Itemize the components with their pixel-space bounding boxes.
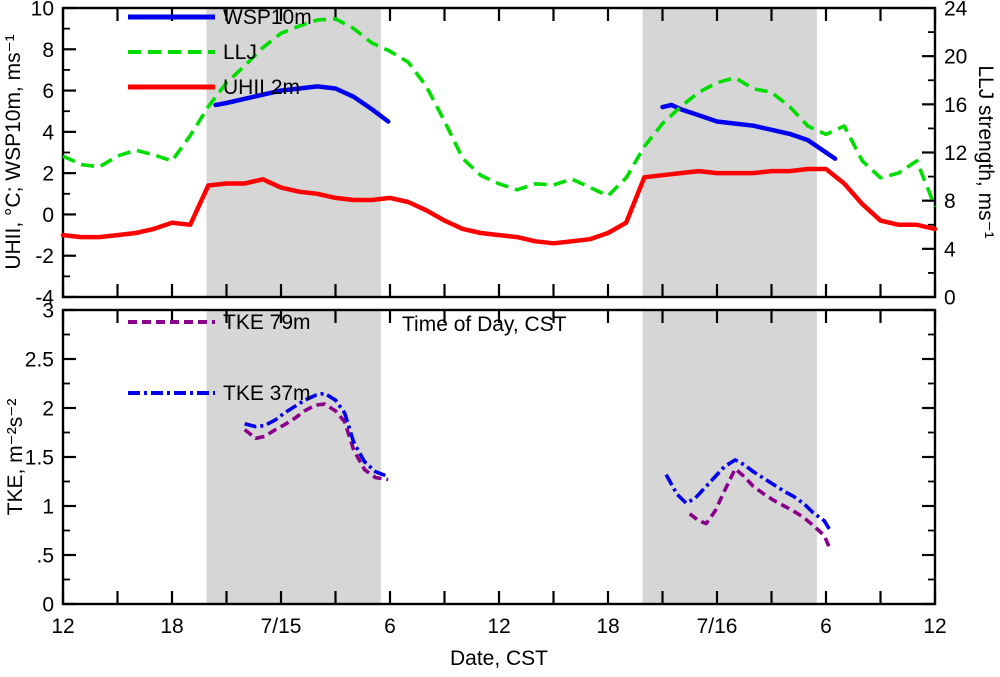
- x-axis-title: Date, CST: [450, 647, 548, 670]
- night-shading-band: [206, 8, 381, 297]
- y-tick-label: 2.5: [25, 349, 54, 372]
- y-tick-label: 6: [42, 80, 54, 103]
- legend-top: WSP10m LLJ UHII 2m: [128, 6, 312, 99]
- series-line-llj: [62, 16, 937, 208]
- series-line-tke-37m: [244, 391, 389, 479]
- x-tick-label: 12: [51, 615, 74, 638]
- panel-frame: [61, 308, 937, 606]
- time-of-day-annotation: Time of Day, CST: [402, 313, 567, 336]
- y-tick-label: 4: [944, 238, 956, 261]
- night-shading-band: [642, 8, 817, 297]
- x-tick-label: 6: [820, 615, 832, 638]
- x-tick-label: 6: [384, 615, 396, 638]
- bottom-left-axis-title: TKE, m⁻²s⁻²: [4, 399, 27, 516]
- y-tick-label: 2: [42, 398, 54, 421]
- y-tick-label: 4: [42, 121, 54, 144]
- y-tick-label: 24: [944, 0, 968, 21]
- series-line-tke-37m: [664, 458, 832, 531]
- top-left-axis-title: UHII, °C; WSP10m, ms⁻¹: [2, 34, 25, 269]
- top-right-axis-title: LLJ strength, ms⁻¹: [974, 65, 997, 238]
- y-tick-label: 20: [944, 46, 967, 69]
- legend-label-wsp10m: WSP10m: [223, 6, 312, 29]
- y-tick-label: -2: [35, 245, 54, 268]
- legend-label-tke37m: TKE 37m: [223, 382, 311, 405]
- y-tick-label: 0: [42, 204, 54, 227]
- y-tick-label: 16: [944, 94, 967, 117]
- series-line-wsp10m: [213, 84, 391, 124]
- y-tick-label: 10: [31, 0, 54, 21]
- x-tick-label: 12: [487, 615, 510, 638]
- x-tick-label: 7/15: [261, 615, 302, 638]
- legend-label-llj: LLJ: [223, 41, 257, 64]
- x-tick-label: 18: [160, 615, 183, 638]
- legend-label-tke79m: TKE 79m: [223, 311, 311, 334]
- x-tick-label: 7/16: [697, 615, 738, 638]
- y-tick-label: 0: [42, 594, 54, 617]
- y-tick-label: -4: [35, 287, 54, 310]
- legend-bottom: TKE 79m TKE 37m: [128, 311, 311, 405]
- night-shading-band: [642, 310, 817, 604]
- series-line-uhii-2m: [60, 166, 938, 246]
- y-tick-label: 1: [42, 496, 54, 519]
- x-tick-label: 12: [923, 615, 946, 638]
- y-tick-label: 0: [944, 287, 956, 310]
- y-tick-label: 12: [944, 142, 967, 165]
- panel-frame: [61, 6, 937, 299]
- x-tick-label: 18: [596, 615, 619, 638]
- y-tick-label: 1.5: [25, 447, 54, 470]
- y-tick-label: 8: [42, 39, 54, 62]
- night-shading-band: [206, 310, 381, 604]
- y-tick-label: 8: [944, 190, 956, 213]
- y-tick-label: .5: [36, 545, 54, 568]
- series-line-tke-79m: [688, 466, 832, 549]
- legend-label-uhii: UHII 2m: [223, 76, 300, 99]
- y-tick-label: 2: [42, 163, 54, 186]
- y-tick-label: 3: [42, 300, 54, 323]
